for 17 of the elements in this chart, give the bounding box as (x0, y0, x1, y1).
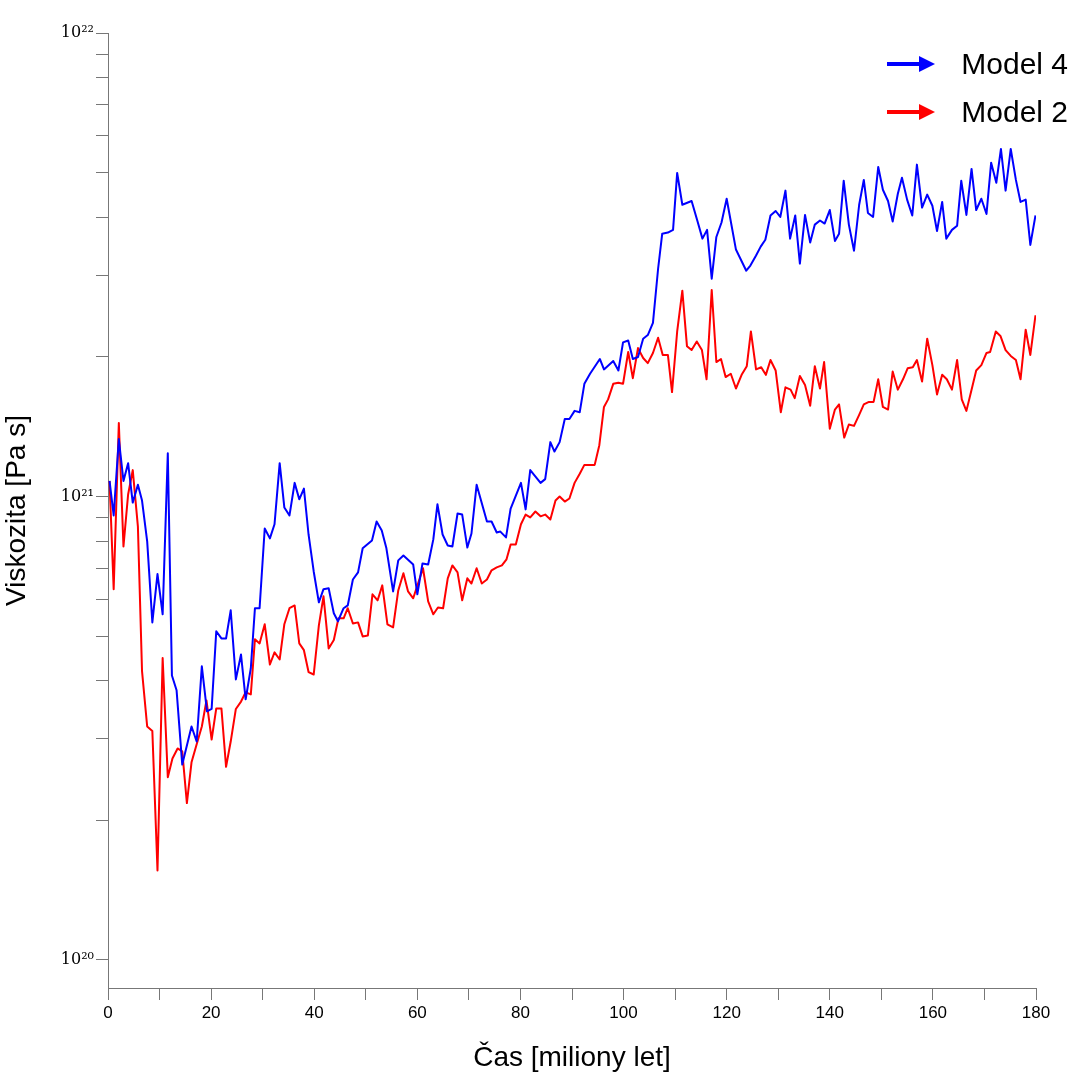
x-axis-title: Čas [miliony let] (473, 1040, 671, 1072)
y-tick-label: 10²¹ (60, 485, 94, 505)
x-tick-label: 40 (304, 1002, 324, 1022)
x-tick-label: 100 (609, 1002, 638, 1022)
x-tick-label: 0 (103, 1002, 113, 1022)
y-tick-label: 10²⁰ (60, 949, 94, 969)
x-tick-label: 180 (1021, 1002, 1051, 1022)
y-tick-label: 10²² (60, 22, 94, 42)
legend-label: Model 4 (961, 47, 1068, 81)
x-tick-label: 80 (510, 1002, 530, 1022)
x-tick-label: 60 (407, 1002, 427, 1022)
legend-label: Model 2 (961, 95, 1068, 129)
x-tick-label: 120 (712, 1002, 741, 1022)
y-axis-title: Viskozita [Pa s] (0, 415, 31, 606)
x-tick-label: 160 (918, 1002, 948, 1022)
x-tick-label: 20 (201, 1002, 221, 1022)
x-tick-label: 140 (815, 1002, 844, 1022)
